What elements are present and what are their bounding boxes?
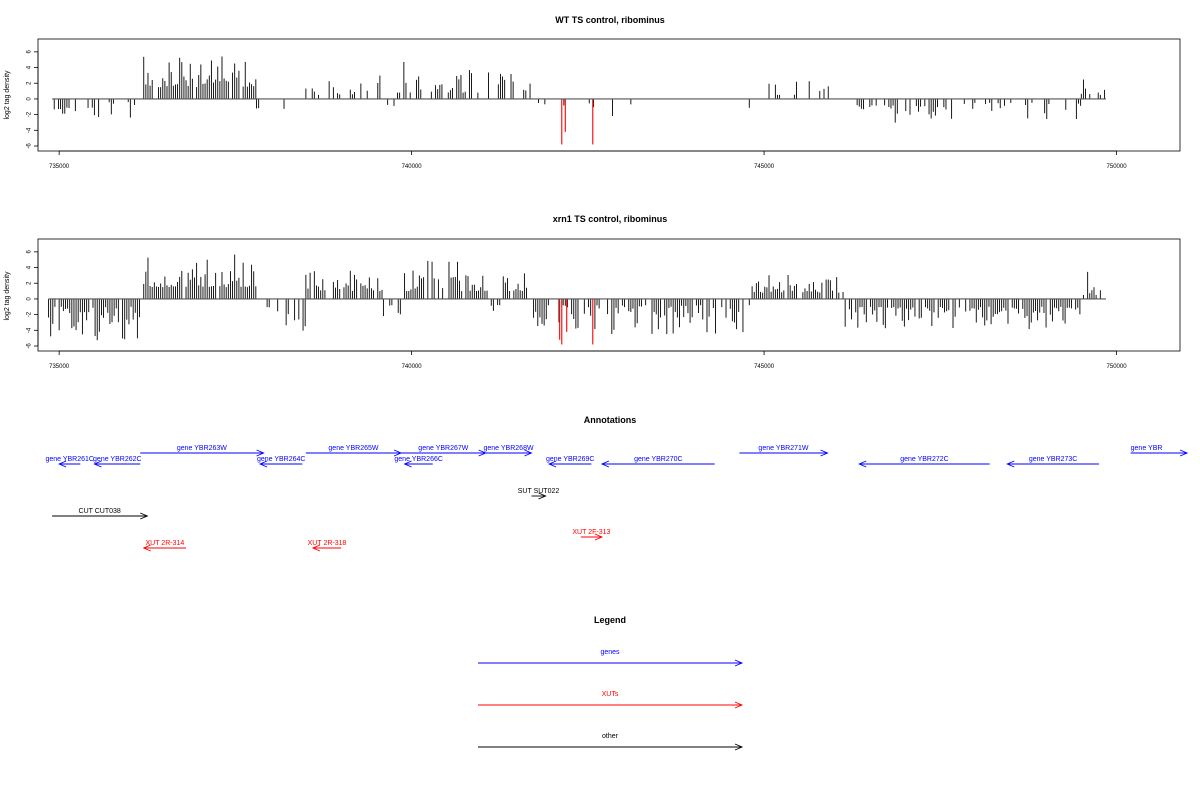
xrn1-y-tick-label: 6 [27,250,33,254]
wt-panel-title: WT TS control, ribominus [555,15,665,25]
annotation-arrowhead-gene-ybr261c [58,460,67,468]
annotation-label-gene-ybr268w: gene YBR268W [484,445,534,452]
annotation-label-xut-2r-314: XUT 2R-314 [145,540,184,547]
annotation-arrowhead-gene-ybr262c [93,460,102,468]
xrn1-y-tick-label: -2 [27,311,33,317]
legend-items: genes XUTs other [478,649,744,751]
annotations-track: Annotations gene YBR261C gene YBR262Cgene… [45,415,1189,552]
wt-y-tick-label: 4 [27,65,33,69]
wt-x-tick-label: 750000 [1107,164,1128,170]
wt-y-tick-label: -6 [27,143,33,149]
annotation-label-gene-ybr265w: gene YBR265W [328,445,378,452]
xrn1-x-tick-label: 735000 [49,364,70,370]
wt-y-tick-label: 6 [27,50,33,54]
xrn1-y-tick-label: 0 [27,297,33,301]
wt-x-tick-label: 745000 [754,164,775,170]
annotation-label-xut-2r-318: XUT 2R-318 [308,540,347,547]
xrn1-y-axis-label: log2 tag density [4,271,11,321]
wt-axes: -6 -4 -2 0 2 4 6 735000 740000 745000 750000 [27,50,1128,170]
annotation-arrowhead-gene-ybr264c [258,460,268,468]
annotation-arrowhead-xut-2r-318 [311,544,321,552]
wt-y-tick-label: 0 [27,97,33,101]
annotation-label-gene-ybr261c: gene YBR261C [45,456,94,463]
wt-y-tick-label: -2 [27,111,33,117]
annotation-label-gene-ybr270c: gene YBR270C [634,456,683,463]
annotation-features: gene YBR261C gene YBR262C gene YBR263W gene… [45,445,1189,552]
legend-title: Legend [594,615,626,625]
annotation-label-gene-ybr271w: gene YBR271W [758,445,808,452]
annotation-arrowhead-gene-ybr270c [600,460,610,468]
annotation-label-gene-ybr263w: gene YBR263W [177,445,227,452]
xrn1-y-tick-label: 4 [27,265,33,269]
annotation-label-xut-2f-313: XUT 2F-313 [572,529,610,536]
wt-x-tick-label: 740000 [402,164,423,170]
legend-label-genes: genes [600,649,620,656]
annotation-arrowhead-gene-ybr272c [858,460,867,468]
wt-y-tick-label: -4 [27,127,33,133]
annotation-arrowhead-gene-ybr269c [547,460,557,468]
annotation-arrowhead-gene-ybr268w [524,449,533,457]
wt-y-tick-label: 2 [27,81,33,85]
annotation-label-cut-cut038: CUT CUT038 [79,508,121,515]
annotation-label-gene-ybr273c: gene YBR273C [1029,456,1078,463]
annotation-arrowhead-gene-ybr273c [1006,460,1015,468]
legend-arrowhead-xuts [734,701,744,709]
wt-x-tick-label: 735000 [49,164,70,170]
annotations-title: Annotations [584,415,637,425]
legend-arrowhead-other [734,743,744,751]
annotation-label-gene-ybr: gene YBR [1131,445,1163,452]
annotation-arrowhead-gene-ybr271w [820,449,829,457]
wt-y-axis-label: log2 tag density [4,70,11,120]
xrn1-y-tick-label: -6 [27,343,33,349]
annotation-label-gene-ybr264c: gene YBR264C [257,456,306,463]
xrn1-x-tick-label: 745000 [754,364,775,370]
annotation-label-gene-ybr269c: gene YBR269C [546,456,595,463]
legend: Legend genes XUTs other [478,615,744,751]
xrn1-coverage-bars [48,254,1101,345]
annotation-label-gene-ybr262c: gene YBR262C [93,456,142,463]
annotation-arrowhead-gene-ybr [1179,449,1189,457]
annotation-label-gene-ybr267w: gene YBR267W [418,445,468,452]
xrn1-panel-title: xrn1 TS control, ribominus [553,214,668,224]
xrn1-y-tick-label: 2 [27,281,33,285]
annotation-label-sut-sut022: SUT SUT022 [518,488,560,495]
wt-coverage-panel: WT TS control, ribominus log2 tag densit… [4,15,1181,170]
xrn1-coverage-panel: xrn1 TS control, ribominus log2 tag dens… [4,214,1181,370]
xrn1-x-tick-label: 740000 [402,364,423,370]
wt-coverage-bars [53,56,1106,145]
xrn1-x-tick-label: 750000 [1107,364,1128,370]
annotation-arrowhead-cut-cut038 [140,512,149,520]
annotation-arrowhead-sut-sut022 [538,492,547,500]
legend-label-xuts: XUTs [602,691,619,698]
annotation-arrowhead-gene-ybr266c [403,460,412,468]
legend-label-other: other [602,733,619,740]
xrn1-y-tick-label: -4 [27,327,33,333]
annotation-arrowhead-xut-2r-314 [142,544,151,552]
annotation-label-gene-ybr272c: gene YBR272C [900,456,949,463]
annotation-arrowhead-gene-ybr263w [256,449,265,457]
xrn1-axes: -6 -4 -2 0 2 4 6 735000 740000 745000 750000 [27,250,1128,370]
annotation-arrowhead-xut-2f-313 [594,533,604,541]
legend-arrowhead-genes [734,659,744,667]
annotation-label-gene-ybr266c: gene YBR266C [394,456,443,463]
